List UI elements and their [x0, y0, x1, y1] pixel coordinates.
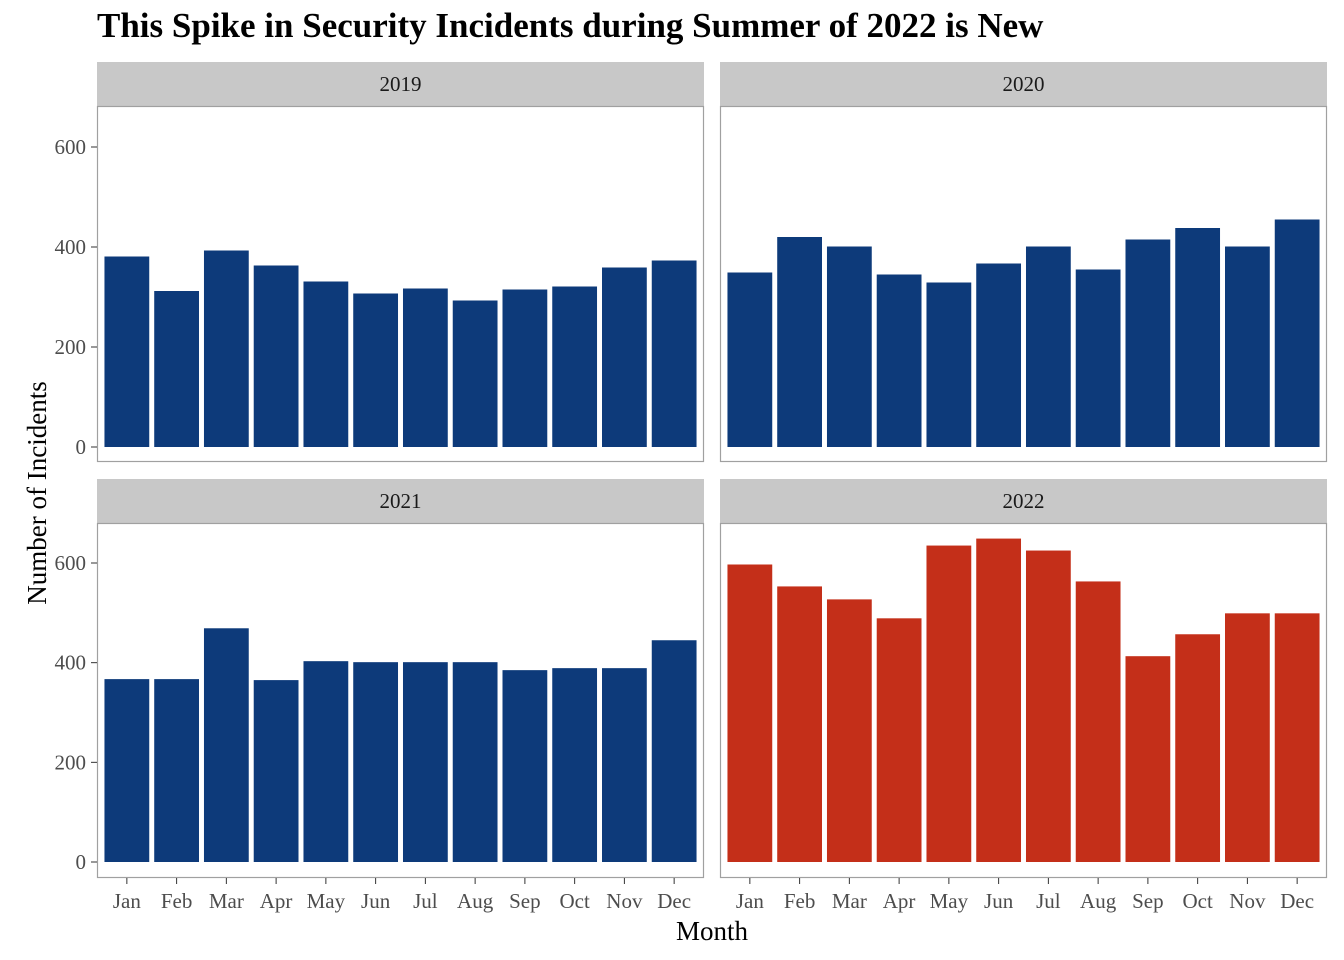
bar-2019-Apr	[253, 265, 299, 447]
panel-2020: 2020	[719, 62, 1328, 463]
y-tick-label: 600	[55, 135, 87, 159]
bar-2021-Jul	[402, 662, 448, 862]
x-tick-label: Apr	[883, 889, 916, 913]
bar-2020-Feb	[777, 237, 822, 447]
panel-strip-label: 2020	[1003, 72, 1045, 96]
bar-2021-May	[303, 661, 349, 862]
panel-2021: 2021 0 200 400 600 Jan Feb Mar Apr May Jun Jul Aug Se…	[55, 479, 705, 913]
bar-2019-Oct	[552, 286, 598, 447]
bar-2020-Mar	[826, 246, 872, 447]
y-tick-label: 400	[55, 235, 87, 259]
x-tick-label: Sep	[1132, 889, 1164, 913]
bar-2019-May	[303, 281, 349, 447]
x-tick-label: May	[307, 889, 346, 913]
bar-2019-Nov	[602, 267, 647, 447]
bar-2021-Apr	[253, 680, 299, 862]
bar-2020-Nov	[1225, 246, 1270, 447]
x-tick-label: Apr	[260, 889, 293, 913]
bar-2021-Mar	[203, 628, 249, 862]
panel-strip	[720, 479, 1327, 523]
bar-2020-Jun	[976, 263, 1022, 447]
panel-2022: 2022 Jan Feb Mar Apr May Jun Jul Aug Sep Oct Nov Dec	[719, 479, 1328, 913]
bar-2022-Dec	[1274, 613, 1320, 862]
y-tick-label: 0	[76, 435, 87, 459]
x-tick-label: Nov	[606, 889, 643, 913]
bar-2019-Sep	[502, 289, 548, 447]
bar-2022-Aug	[1075, 581, 1121, 862]
x-tick-label: Jan	[113, 889, 141, 913]
x-tick-label: Sep	[509, 889, 541, 913]
panel-strip	[97, 62, 704, 106]
bar-2021-Jun	[353, 662, 399, 862]
bar-2019-Mar	[203, 250, 249, 447]
bar-2019-Jan	[104, 256, 150, 447]
x-tick-label: Jan	[736, 889, 764, 913]
bar-2019-Aug	[452, 300, 498, 447]
x-tick-label: Mar	[209, 889, 244, 913]
bar-2022-Jan	[727, 564, 773, 862]
bar-2021-Sep	[502, 670, 548, 862]
bar-2022-Nov	[1225, 613, 1270, 862]
y-tick-label: 200	[55, 335, 87, 359]
x-tick-label: Jun	[984, 889, 1014, 913]
x-tick-label: Oct	[1182, 889, 1212, 913]
bar-2021-Dec	[651, 640, 697, 862]
bar-2020-Jan	[727, 272, 773, 447]
bar-2021-Nov	[602, 668, 647, 862]
x-tick-label: Aug	[1080, 889, 1117, 913]
x-tick-label: Jul	[413, 889, 438, 913]
bar-2020-Sep	[1125, 239, 1171, 447]
x-axis-label: Month	[676, 916, 749, 946]
bar-2022-Apr	[876, 618, 922, 862]
bar-2020-May	[926, 282, 972, 447]
y-axis-label: Number of Incidents	[22, 381, 52, 604]
bar-2020-Apr	[876, 274, 922, 447]
bar-2020-Oct	[1175, 228, 1221, 447]
y-tick-label: 400	[55, 651, 87, 675]
bar-2022-Mar	[826, 599, 872, 862]
x-tick-label: Jul	[1036, 889, 1061, 913]
panel-strip	[97, 479, 704, 523]
bar-2022-Feb	[777, 586, 822, 862]
chart-title: This Spike in Security Incidents during …	[97, 6, 1044, 45]
x-tick-label: Mar	[832, 889, 867, 913]
bar-2022-Jul	[1025, 550, 1071, 862]
x-tick-label: Aug	[457, 889, 494, 913]
bar-2020-Dec	[1274, 219, 1320, 447]
bar-2021-Aug	[452, 662, 498, 862]
bar-2022-Sep	[1125, 656, 1171, 862]
panel-strip-label: 2019	[380, 72, 422, 96]
panel-strip	[720, 62, 1327, 106]
x-tick-label: Dec	[1280, 889, 1314, 913]
bar-2021-Feb	[154, 679, 199, 862]
y-tick-label: 600	[55, 551, 87, 575]
bar-2021-Jan	[104, 679, 150, 862]
x-tick-label: Feb	[161, 889, 193, 913]
panel-strip-label: 2021	[380, 489, 422, 513]
bar-2022-Oct	[1175, 634, 1221, 862]
bar-2022-Jun	[976, 538, 1022, 862]
x-tick-label: Feb	[784, 889, 816, 913]
x-tick-label: Nov	[1229, 889, 1266, 913]
bar-2019-Jun	[353, 293, 399, 447]
x-tick-label: May	[930, 889, 969, 913]
x-tick-label: Dec	[657, 889, 691, 913]
y-tick-label: 200	[55, 750, 87, 774]
bar-2019-Jul	[402, 288, 448, 447]
bar-2020-Aug	[1075, 269, 1121, 447]
x-tick-label: Jun	[361, 889, 391, 913]
bar-2021-Oct	[552, 668, 598, 862]
y-tick-label: 0	[76, 850, 87, 874]
panel-2019: 2019 0 200 400 600	[55, 62, 705, 463]
bar-2020-Jul	[1025, 246, 1071, 447]
x-tick-label: Oct	[559, 889, 589, 913]
bar-2022-May	[926, 545, 972, 862]
bar-2019-Feb	[154, 291, 199, 447]
panel-strip-label: 2022	[1003, 489, 1045, 513]
bar-2019-Dec	[651, 260, 697, 447]
